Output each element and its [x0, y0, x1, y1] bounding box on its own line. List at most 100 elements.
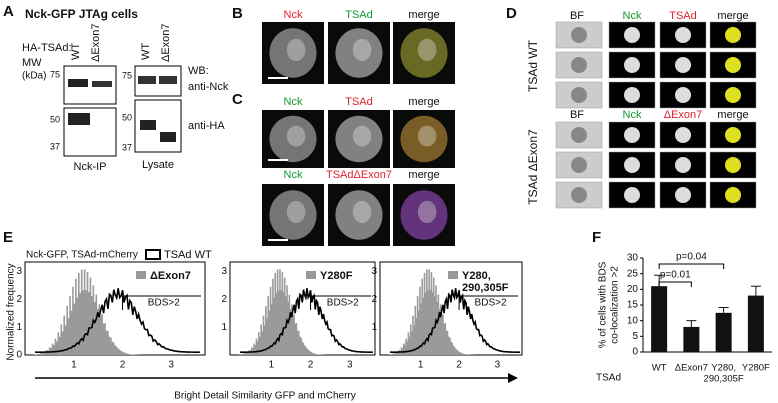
column-label: merge	[717, 109, 748, 121]
panel-label: E	[3, 229, 13, 246]
bar	[651, 286, 668, 352]
x-tick-label: 3	[495, 360, 501, 371]
significance-bracket	[658, 263, 725, 269]
y-tick-label: 1	[371, 322, 377, 333]
x-tick-label: 290,305F	[704, 374, 744, 385]
band	[68, 113, 90, 125]
flow-cell	[624, 157, 640, 173]
column-label: ΔExon7	[664, 109, 703, 121]
flow-cell	[624, 57, 640, 73]
threshold-label: BDS>2	[475, 298, 507, 309]
flow-cell	[675, 57, 691, 73]
arrowhead	[508, 373, 518, 383]
y-tick-label: 2	[16, 294, 22, 305]
flow-cell	[725, 57, 741, 73]
flow-cell	[725, 157, 741, 173]
flow-cell	[675, 187, 691, 203]
flow-cell	[571, 157, 587, 173]
legend-swatch	[306, 271, 316, 279]
cell-detail	[286, 200, 306, 224]
threshold-bracket	[458, 295, 518, 310]
histogram-image	[239, 288, 373, 353]
x-tick-label: 2	[308, 360, 314, 371]
flow-image	[608, 51, 656, 79]
significance-bracket	[658, 281, 692, 287]
cell	[335, 115, 383, 163]
cell	[400, 190, 448, 240]
bar	[747, 295, 764, 352]
row-label: TSAd ΔExon7	[526, 129, 540, 205]
column-label: Nck	[284, 9, 303, 21]
band	[92, 81, 112, 87]
band	[160, 132, 176, 142]
label: WB:	[188, 65, 209, 77]
panel-label: F	[592, 229, 601, 246]
y-tick-label: 3	[371, 266, 377, 277]
y-tick-label: 3	[221, 266, 227, 277]
threshold-bracket	[122, 295, 201, 310]
panel-label: B	[232, 5, 243, 22]
lane-label: WT	[140, 43, 152, 60]
series-label: Y280,	[462, 270, 491, 282]
flow-cell	[571, 57, 587, 73]
column-label: merge	[408, 169, 439, 181]
band	[138, 76, 156, 84]
band	[159, 76, 177, 84]
lane-label: WT	[70, 43, 82, 60]
y-tick-label: 1	[16, 322, 22, 333]
histogram-image	[34, 288, 200, 353]
antibody-label: anti-Nck	[188, 81, 229, 93]
cell-detail	[417, 200, 437, 224]
flow-cell	[725, 127, 741, 143]
x-tick-label: Y280F	[742, 363, 770, 374]
flow-cell	[624, 87, 640, 103]
flow-cell	[624, 27, 640, 43]
column-label: TSAdΔExon7	[326, 169, 392, 181]
column-label: BF	[570, 109, 584, 121]
flow-cell	[725, 187, 741, 203]
y-axis-label: Normalized frequency	[6, 263, 17, 360]
x-tick-label: 2	[120, 360, 126, 371]
x-tick-label: 1	[71, 360, 77, 371]
panel-label: D	[506, 5, 517, 22]
flow-cell	[725, 87, 741, 103]
cell	[269, 115, 317, 163]
column-label: Nck	[284, 96, 303, 108]
flow-cell	[675, 127, 691, 143]
y-axis-label: co-localization >2	[610, 266, 621, 344]
threshold-label: BDS>2	[327, 298, 359, 309]
lane-label: ΔExon7	[90, 23, 102, 62]
cell	[269, 28, 317, 78]
y-tick-label: 2	[221, 294, 227, 305]
group-label: TSAd	[596, 373, 621, 384]
histogram-image	[389, 269, 489, 355]
annotation: p=0.04	[676, 252, 707, 263]
cell-detail	[352, 38, 372, 62]
y-tick-label: 3	[16, 266, 22, 277]
label: (kDa)	[22, 71, 46, 82]
panel-title: Nck-GFP JTAg cells	[25, 7, 138, 21]
row-label: TSAd WT	[526, 39, 540, 92]
threshold-label: BDS>2	[148, 298, 180, 309]
flow-cell	[624, 187, 640, 203]
cell	[269, 190, 317, 240]
column-label: TSAd	[345, 9, 373, 21]
cell-detail	[417, 125, 437, 147]
histogram-image	[389, 288, 521, 353]
series-label: 290,305F	[462, 282, 509, 294]
mw-label: 75	[50, 69, 60, 79]
antibody-label: anti-HA	[188, 120, 225, 132]
y-tick-label: 2	[371, 294, 377, 305]
x-tick-label: 3	[168, 360, 174, 371]
series-label: Y280F	[320, 270, 353, 282]
x-tick-label: Y280,	[711, 363, 736, 374]
y-tick-label: 15	[627, 300, 639, 311]
bar	[715, 312, 732, 352]
group-label: Lysate	[142, 159, 174, 171]
flow-image	[709, 121, 757, 149]
flow-cell	[571, 187, 587, 203]
cell	[335, 190, 383, 240]
flow-cell	[571, 127, 587, 143]
cell	[400, 115, 448, 163]
